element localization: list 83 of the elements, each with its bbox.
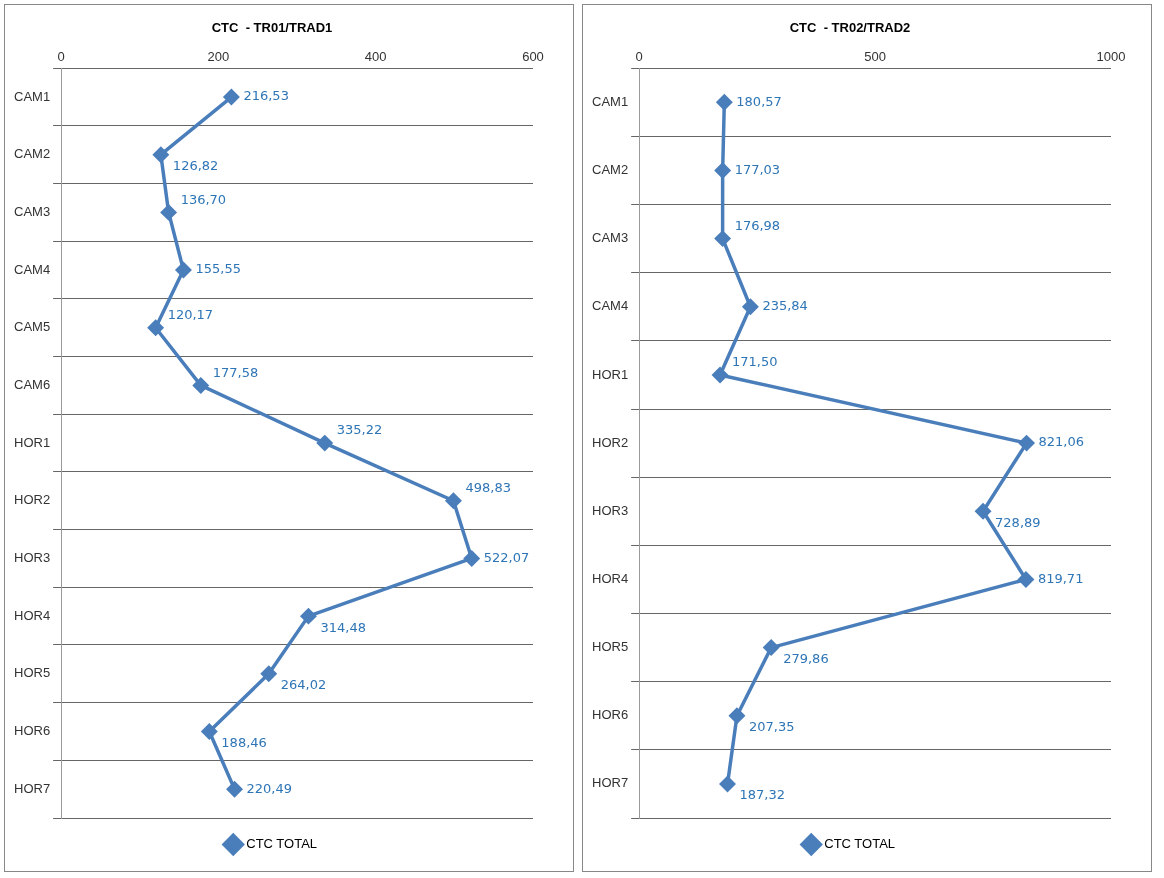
data-label: 136,70	[180, 191, 227, 207]
data-label: 522,07	[483, 549, 530, 565]
y-tick-label: HOR3	[591, 502, 629, 518]
x-tick-label: 1000	[1096, 48, 1126, 64]
y-tick-label: HOR6	[591, 707, 629, 723]
point	[300, 608, 317, 624]
y-tick-label: CAM4	[591, 298, 629, 314]
data-label: 120,17	[167, 307, 214, 323]
y-tick-label: CAM5	[13, 319, 51, 335]
x-tick-label: 600	[522, 48, 544, 64]
x-tick-label: 200	[207, 48, 230, 64]
point	[463, 550, 480, 567]
chart-title: CTC - TR02/TRAD2	[789, 20, 911, 36]
data-label: 220,49	[246, 780, 293, 796]
y-tick-label: CAM6	[13, 377, 51, 392]
point	[716, 94, 733, 111]
point	[261, 666, 277, 682]
y-tick-label: CAM4	[13, 261, 51, 277]
y-tick-label: HOR4	[13, 607, 51, 623]
point	[714, 162, 731, 179]
point	[975, 503, 991, 520]
data-label: 279,86	[783, 650, 829, 666]
point	[226, 781, 243, 797]
x-tick-label: 500	[864, 48, 886, 64]
chart-title: CTC - TR01/TRAD1	[211, 20, 333, 36]
point	[729, 708, 745, 724]
point	[201, 723, 218, 740]
y-tick-label: HOR1	[591, 366, 629, 382]
y-tick-label: CAM1	[591, 93, 629, 109]
y-tick-label: CAM3	[591, 230, 629, 246]
point	[223, 89, 240, 105]
point	[712, 367, 728, 383]
data-label: 177,58	[212, 364, 259, 380]
y-tick-label: CAM2	[13, 146, 51, 162]
data-label: 187,32	[739, 787, 786, 803]
data-label: 335,22	[336, 422, 383, 438]
legend-label: CTC TOTAL	[824, 836, 896, 852]
data-label: 177,03	[734, 161, 781, 177]
x-tick-label: 0	[635, 48, 643, 64]
data-label: 728,89	[995, 514, 1041, 530]
point	[147, 320, 164, 336]
legend-label: CTC TOTAL	[246, 836, 318, 852]
y-tick-label: CAM3	[13, 203, 51, 219]
data-label: 126,82	[172, 158, 219, 174]
y-tick-label: HOR2	[13, 492, 51, 508]
data-label: 498,83	[465, 480, 511, 496]
y-tick-label: HOR7	[591, 775, 629, 791]
data-label: 216,53	[243, 88, 289, 104]
x-tick-label: 400	[364, 48, 387, 64]
y-tick-label: HOR3	[13, 550, 51, 566]
point	[714, 230, 731, 247]
point	[317, 435, 333, 451]
data-label: 207,35	[748, 719, 795, 735]
y-tick-label: HOR2	[591, 434, 629, 450]
point	[1018, 571, 1034, 588]
data-label: 819,71	[1037, 570, 1084, 586]
y-tick-label: HOR1	[13, 434, 51, 450]
y-tick-label: HOR5	[13, 665, 51, 681]
point	[763, 639, 779, 656]
data-label: 235,84	[762, 298, 808, 314]
data-label: 314,48	[320, 619, 366, 635]
data-label: 188,46	[221, 734, 267, 750]
point	[1018, 435, 1035, 451]
data-label: 155,55	[195, 261, 241, 277]
point	[445, 493, 462, 509]
y-tick-label: CAM1	[13, 88, 51, 104]
y-tick-label: CAM2	[591, 162, 629, 178]
data-label: 176,98	[734, 217, 781, 233]
point	[160, 204, 177, 221]
data-label: 180,57	[736, 93, 782, 109]
point	[175, 262, 192, 278]
y-tick-label: HOR5	[591, 639, 629, 655]
point	[719, 776, 736, 792]
y-tick-label: HOR4	[591, 571, 629, 587]
x-tick-label: 0	[57, 48, 65, 64]
point	[742, 299, 759, 315]
y-tick-label: HOR7	[13, 780, 51, 796]
point	[153, 146, 169, 163]
y-tick-label: HOR6	[13, 723, 51, 739]
data-label: 264,02	[280, 677, 327, 693]
data-label: 171,50	[732, 354, 778, 370]
point	[193, 377, 209, 394]
data-label: 821,06	[1038, 434, 1085, 450]
